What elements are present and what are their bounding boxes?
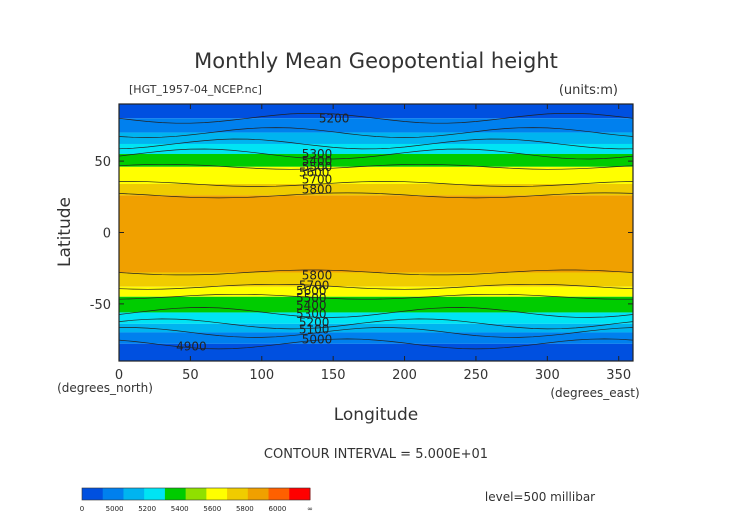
contour-line-2	[118, 138, 634, 150]
x-tick-label-2: 100	[249, 368, 274, 383]
colorbar-label-7: ∞	[307, 505, 313, 513]
colorbar-frame	[81, 487, 311, 501]
colorbar-swatch-2	[123, 488, 145, 500]
contour-label-2: 5400	[302, 154, 333, 168]
contour-label-10: 5500	[296, 291, 327, 305]
units-label: (units:m)	[559, 83, 618, 98]
contour-label-5: 5700	[302, 173, 333, 187]
x-tick-label-7: 350	[606, 368, 631, 383]
field-band-6	[119, 183, 633, 196]
contour-label-6: 5800	[302, 183, 333, 197]
contour-line-13	[118, 338, 634, 350]
field-band-9	[119, 286, 633, 297]
contour-label-8: 5700	[299, 278, 330, 292]
field-band-0	[119, 104, 633, 119]
field-bands	[119, 104, 633, 361]
contour-lines	[118, 113, 634, 350]
colorbar-label-2: 5200	[138, 505, 156, 513]
contour-interval: CONTOUR INTERVAL = 5.000E+01	[264, 447, 488, 462]
colorbar-label-1: 5000	[106, 505, 124, 513]
colorbar-swatch-5	[185, 488, 207, 500]
contour-line-10	[118, 307, 634, 318]
x-tick-label-6: 300	[535, 368, 560, 383]
field-band-14	[119, 343, 633, 361]
field-band-1	[119, 118, 633, 133]
y-tick-label-0: 50	[94, 155, 111, 170]
field-band-13	[119, 332, 633, 344]
x-tick-label-3: 150	[321, 368, 346, 383]
y-unit-label: (degrees_north)	[57, 381, 153, 395]
colorbar-label-0: 0	[80, 505, 84, 513]
colorbar-swatch-9	[268, 488, 290, 500]
colorbar-label-5: 5800	[236, 505, 254, 513]
colorbar-label-3: 5400	[171, 505, 189, 513]
y-axis-ticks: 50 0 -50	[90, 155, 633, 313]
colorbar-swatch-0	[82, 488, 104, 500]
x-unit-label: (degrees_east)	[550, 386, 639, 400]
field-band-5	[119, 166, 633, 184]
contour-label-12: 5300	[296, 307, 327, 321]
y-tick-label-1: 0	[103, 227, 111, 242]
colorbar-label-4: 5600	[203, 505, 221, 513]
x-axis-ticks: 0 50 100 150 200 250 300 350	[115, 104, 631, 383]
y-axis-label: Latitude	[55, 197, 75, 267]
field-band-4	[119, 153, 633, 167]
level-label: level=500 millibar	[485, 490, 595, 504]
field-band-10	[119, 296, 633, 313]
contour-line-5	[119, 181, 634, 187]
colorbar-label-6: 6000	[269, 505, 287, 513]
contour-label-14: 5100	[299, 323, 330, 337]
colorbar-labels: 0 5000 5200 5400 5600 5800 6000 ∞	[80, 505, 313, 513]
colorbar-swatch-8	[247, 488, 270, 500]
contour-line-9	[118, 293, 633, 300]
contour-line-7	[118, 269, 634, 276]
chart-title: Monthly Mean Geopotential height	[194, 49, 558, 73]
contour-label-1: 5300	[302, 147, 333, 161]
field-band-8	[119, 272, 633, 287]
contour-line-12	[119, 327, 634, 338]
colorbar-swatch-3	[144, 488, 166, 500]
field-band-7	[119, 195, 633, 273]
contour-line-8	[118, 283, 634, 290]
y-tick-label-2: -50	[90, 298, 111, 313]
contour-label-9: 5600	[296, 284, 327, 298]
field-band-2	[119, 132, 633, 144]
contour-line-1	[118, 127, 634, 138]
contour-label-11: 5400	[296, 298, 327, 312]
field-band-12	[119, 323, 633, 333]
colorbar-swatch-4	[164, 488, 187, 500]
x-tick-label-4: 200	[392, 368, 417, 383]
contour-labels: 5200530054005500560057005800580057005600…	[176, 111, 349, 353]
x-tick-label-0: 0	[115, 368, 123, 383]
contour-label-4: 5600	[299, 166, 330, 180]
colorbar-swatch-7	[227, 488, 249, 500]
contour-line-3	[118, 148, 634, 160]
colorbar-swatch-6	[206, 488, 228, 500]
x-axis-label: Longitude	[334, 405, 419, 425]
contour-label-0: 5200	[319, 111, 350, 125]
contour-label-15: 5000	[302, 333, 333, 347]
file-label: [HGT_1957-04_NCEP.nc]	[129, 83, 262, 96]
x-tick-label-1: 50	[182, 368, 199, 383]
contour-label-3: 5500	[302, 160, 333, 174]
contour-label-7: 5800	[302, 268, 333, 282]
colorbar-swatch-10	[289, 488, 311, 500]
contour-label-16: 4900	[176, 340, 207, 354]
field-band-11	[119, 312, 633, 324]
contour-label-13: 5200	[299, 315, 330, 329]
contour-line-11	[118, 318, 634, 330]
colorbar-swatch-1	[102, 488, 124, 500]
contour-line-0	[118, 113, 634, 124]
contour-line-6	[118, 192, 634, 199]
contour-line-4	[118, 163, 634, 170]
colorbar	[81, 487, 311, 501]
x-tick-label-5: 250	[464, 368, 489, 383]
